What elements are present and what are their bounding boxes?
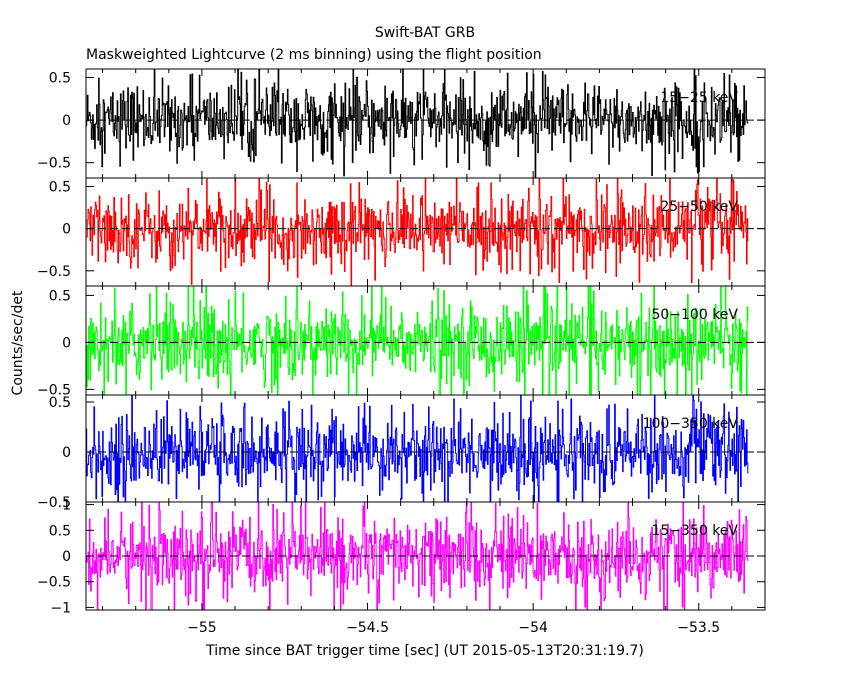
panels: 0.5 0 −0.5 15−25 keV 0.5 0 −0.5 25−50 keV 0.5 0 −0… (37, 68, 766, 616)
chart-subtitle: Maskweighted Lightcurve (2 ms binning) u… (86, 47, 542, 63)
series-line (86, 286, 749, 395)
x-tick-label: −54 (518, 620, 548, 636)
y-tick-label: −0.5 (37, 264, 71, 280)
y-tick-label: 0 (62, 222, 71, 238)
band-label: 25−50 keV (660, 199, 738, 215)
band-label: 15−350 keV (651, 523, 738, 539)
y-tick-label: 0.5 (49, 71, 71, 87)
y-tick-label: 0.5 (49, 179, 71, 195)
series-line (86, 178, 749, 286)
y-tick-label: 0.5 (49, 395, 71, 411)
x-tick-label: −53.5 (677, 620, 720, 636)
band-label: 15−25 keV (660, 90, 738, 106)
y-tick-label: 0 (62, 113, 71, 129)
panel-2: 0.5 0 −0.5 25−50 keV (37, 177, 766, 287)
series-line (86, 69, 749, 178)
y-tick-label: 0 (62, 549, 71, 565)
x-tick-label: −55 (187, 620, 217, 636)
y-axis-label: Counts/sec/det (10, 290, 26, 395)
y-tick-label: −1 (50, 600, 71, 616)
y-tick-label: 1 (62, 498, 71, 514)
band-label: 100−350 keV (643, 416, 739, 432)
panel-3: 0.5 0 −0.5 50−100 keV (37, 285, 766, 398)
series-line (86, 395, 749, 502)
y-tick-label: 0 (62, 445, 71, 461)
y-tick-label: 0 (62, 335, 71, 351)
y-tick-label: −0.5 (37, 575, 71, 591)
y-tick-label: 0.5 (49, 288, 71, 304)
panel-4: 0.5 0 −0.5 100−350 keV (37, 394, 766, 511)
band-label: 50−100 keV (651, 307, 738, 323)
panel-1: 0.5 0 −0.5 15−25 keV (37, 68, 766, 179)
panel-5: 1 0.5 0 −0.5 −1 15−350 keV (37, 498, 766, 616)
x-tick-label: −54.5 (346, 620, 389, 636)
series-line (86, 502, 749, 610)
y-tick-label: 0.5 (49, 523, 71, 539)
x-tick-labels: −55 −54.5 −54 −53.5 (187, 620, 720, 636)
x-axis-label: Time since BAT trigger time [sec] (UT 20… (205, 643, 644, 659)
chart-title: Swift-BAT GRB (375, 25, 475, 41)
y-tick-label: −0.5 (37, 156, 71, 172)
y-tick-label: −0.5 (37, 382, 71, 398)
y-tick-label: −0.5 (37, 495, 71, 511)
